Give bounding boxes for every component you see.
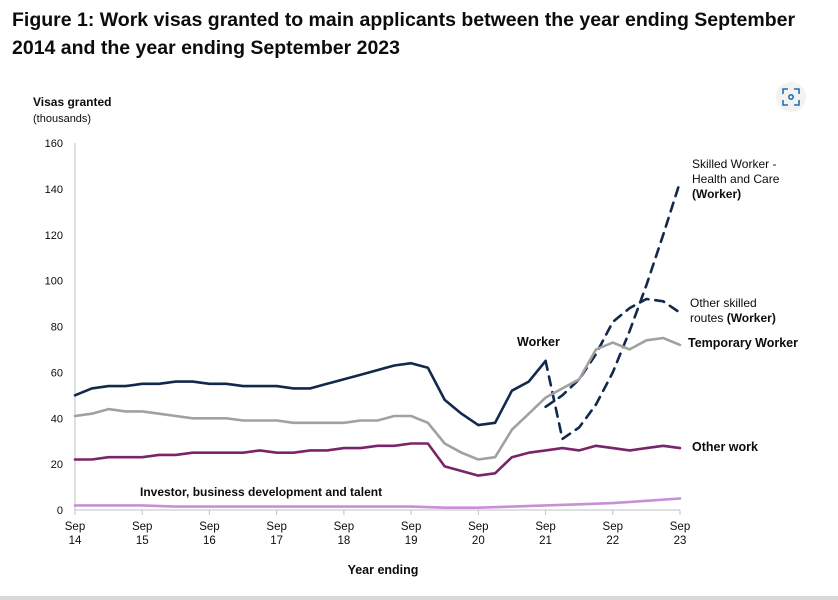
x-tick-label-year: 14	[69, 535, 82, 547]
x-tick-label-month: Sep	[670, 521, 690, 533]
series-label-other-skilled-line: routes (Worker)	[690, 311, 776, 325]
series-label-investor: Investor, business development and talen…	[140, 485, 382, 499]
x-tick-label-year: 16	[203, 535, 216, 547]
y-tick-label: 100	[45, 276, 63, 288]
series-label-worker: Worker	[517, 335, 560, 349]
x-tick-label-month: Sep	[266, 521, 286, 533]
expand-chart-button[interactable]	[776, 82, 806, 112]
series-label-health-care-line: Health and Care	[692, 172, 780, 186]
series-line-investor-business-talent	[73, 497, 682, 510]
series-line-skilled-worker-health-care	[544, 180, 682, 441]
x-tick-label-month: Sep	[535, 521, 555, 533]
y-tick-label: 140	[45, 184, 63, 196]
x-tick-label-year: 21	[539, 535, 552, 547]
bottom-divider	[0, 596, 838, 600]
x-tick-label-year: 18	[337, 535, 350, 547]
x-tick-label-month: Sep	[468, 521, 488, 533]
x-tick-label-month: Sep	[199, 521, 219, 533]
x-tick-label-month: Sep	[603, 521, 623, 533]
x-tick-label-month: Sep	[401, 521, 421, 533]
y-tick-label: 60	[51, 367, 63, 379]
x-tick-label-month: Sep	[334, 521, 354, 533]
series-line-worker	[73, 359, 547, 427]
series-label-health-care-line: Skilled Worker -	[692, 157, 776, 171]
series-label-temporary-worker: Temporary Worker	[688, 336, 798, 350]
series-line-other-skilled-routes	[544, 297, 682, 409]
series-line-other-work	[73, 442, 682, 477]
y-tick-label: 40	[51, 413, 63, 425]
x-tick-label-month: Sep	[132, 521, 152, 533]
series-line-temporary-worker	[73, 336, 682, 461]
y-tick-label: 80	[51, 322, 63, 334]
x-tick-label-year: 20	[472, 535, 485, 547]
expand-icon	[782, 88, 800, 106]
y-axis-label: Visas granted	[33, 95, 111, 109]
y-axis-label-units: (thousands)	[33, 113, 91, 125]
x-tick-label-year: 17	[270, 535, 283, 547]
series-label-other-work: Other work	[692, 440, 758, 454]
x-axis-label: Year ending	[348, 563, 419, 577]
y-tick-label: 160	[45, 138, 63, 150]
series-label-health-care-line: (Worker)	[692, 187, 741, 201]
x-tick-label-year: 19	[405, 535, 418, 547]
y-tick-label: 0	[57, 505, 63, 517]
x-tick-label-year: 22	[606, 535, 619, 547]
y-tick-label: 20	[51, 459, 63, 471]
x-tick-label-month: Sep	[65, 521, 85, 533]
x-tick-label-year: 23	[674, 535, 687, 547]
figure-title: Figure 1: Work visas granted to main app…	[12, 9, 796, 59]
x-tick-label-year: 15	[136, 535, 149, 547]
y-tick-label: 120	[45, 230, 63, 242]
series-label-other-skilled-line: Other skilled	[690, 296, 757, 310]
